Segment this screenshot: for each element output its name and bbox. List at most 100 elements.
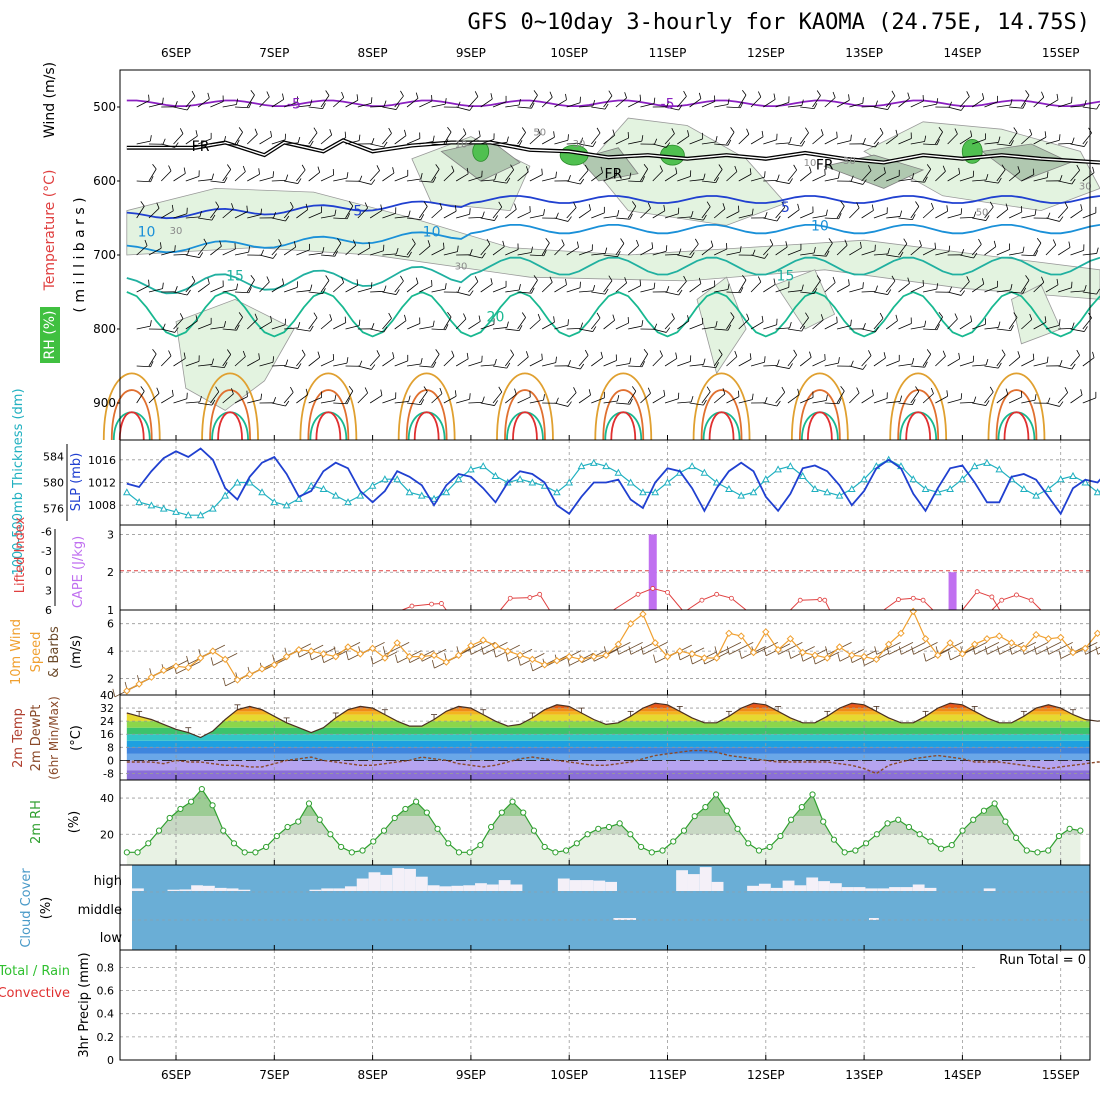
- wind-barb-feather: [899, 210, 903, 217]
- wind-barb: [517, 171, 529, 182]
- wind-barb: [148, 247, 162, 256]
- thickness-marker: [405, 488, 414, 496]
- wind-barb-feather: [647, 202, 651, 209]
- wind-barb-feather: [703, 358, 706, 365]
- wind-barb-feather: [420, 214, 425, 220]
- wind-barb-feather: [250, 90, 255, 96]
- wind-barb-feather: [883, 167, 886, 174]
- wind-speed-marker: [848, 651, 856, 659]
- rh-marker: [1077, 827, 1084, 834]
- thickness-marker: [835, 491, 844, 499]
- thickness-marker: [258, 488, 266, 496]
- wind-barb: [320, 95, 330, 108]
- wind-barb-feather: [1041, 276, 1045, 283]
- wind-barb: [320, 280, 330, 293]
- wind-barb-feather: [1071, 137, 1075, 144]
- rh-marker: [380, 827, 388, 834]
- wind-barb-feather: [998, 362, 1002, 369]
- wind-barb-feather: [1022, 287, 1027, 294]
- wind-barb-feather: [533, 90, 538, 96]
- wind-barb-feather: [388, 312, 392, 319]
- wind-barb-feather: [879, 312, 884, 319]
- wind-barb-feather: [341, 91, 345, 98]
- wind-barb-feather: [246, 390, 248, 397]
- wind-barb-feather: [764, 253, 769, 259]
- wind-barb-feather: [1071, 322, 1075, 329]
- wind-barb: [701, 246, 714, 256]
- wind-barb-feather: [370, 282, 373, 289]
- wind-barb: [234, 171, 246, 182]
- wind-barb-feather: [871, 204, 874, 211]
- rh-marker: [648, 849, 655, 856]
- wind-barb: [541, 321, 555, 330]
- lifted-index-marker: [910, 595, 916, 601]
- wind-barb: [431, 328, 446, 331]
- wind-barb-feather: [751, 393, 754, 400]
- wind-barb-feather: [474, 91, 479, 97]
- wind-barb: [799, 357, 812, 367]
- x-tick-label-bottom: 8SEP: [357, 1068, 388, 1082]
- lifted-index-marker: [507, 595, 513, 601]
- wind-barb: [1008, 317, 1018, 330]
- wind-barb-feather: [1096, 103, 1100, 110]
- wind-barb-feather: [924, 361, 928, 368]
- wind-barb-feather: [620, 238, 625, 244]
- wind-barb: [652, 328, 667, 333]
- y-tick-label: 2: [107, 673, 114, 686]
- wind-barb: [627, 100, 641, 108]
- wind-barb: [431, 288, 446, 293]
- warm-isotherm: [504, 389, 546, 441]
- wind-barb-feather: [946, 205, 949, 212]
- wind-barb-feather: [368, 241, 371, 248]
- wind-barb-feather: [309, 284, 313, 291]
- wind-barb-10m-feather: [481, 646, 484, 655]
- wind-barb: [234, 132, 243, 145]
- wind-barb-feather: [998, 177, 1002, 184]
- wind-barb: [984, 286, 998, 293]
- wind-barb: [284, 365, 298, 369]
- wind-barb: [320, 215, 335, 219]
- wind-speed-marker: [1056, 633, 1065, 642]
- x-tick-label-bottom: 15SEP: [1041, 1068, 1080, 1082]
- wind-speed-marker: [602, 651, 610, 659]
- wind-barb: [750, 254, 765, 259]
- wind-barb-feather: [663, 389, 666, 396]
- wind-speed-marker: [172, 662, 180, 670]
- wind-speed-marker: [516, 651, 524, 659]
- precip-conv-label: Convective: [0, 986, 70, 1001]
- wind-barb-feather: [186, 104, 191, 111]
- wind-barb: [259, 321, 272, 330]
- wind-barb: [763, 99, 776, 108]
- cloud-background: [132, 865, 1090, 950]
- wind-barb: [566, 287, 581, 293]
- wind-barb: [566, 207, 577, 219]
- wind-barb: [873, 291, 888, 295]
- wind-barb: [849, 207, 860, 219]
- warm-isotherm: [512, 411, 538, 441]
- wind-barb: [1021, 399, 1036, 404]
- wind-barb: [173, 253, 188, 256]
- wind-barb-feather: [899, 395, 903, 402]
- y-tick-label: 16: [100, 728, 114, 741]
- wind-barb: [357, 102, 372, 108]
- wind-barb-feather: [463, 128, 467, 135]
- wind-barb-feather: [207, 277, 210, 284]
- wind-barb: [861, 250, 876, 256]
- wind-barb: [603, 360, 617, 367]
- wind-barb-feather: [629, 213, 633, 220]
- wind-barb: [996, 328, 1011, 332]
- wind-barb-feather: [211, 358, 214, 365]
- rh-contour-area: [175, 298, 295, 411]
- slp-tick-label: 1012: [88, 477, 116, 490]
- rh-marker: [145, 840, 152, 847]
- wind-barb-feather: [985, 359, 989, 366]
- wind-barb-feather: [1047, 212, 1051, 219]
- precip-unit-label: 3hr Precip (mm): [77, 952, 92, 1057]
- wind-barb-feather: [862, 179, 867, 185]
- wind-barb-feather: [773, 93, 776, 100]
- wind-barb-feather: [1025, 90, 1030, 96]
- rh-marker: [670, 838, 677, 845]
- thickness-marker: [196, 511, 205, 519]
- wind-barb: [185, 320, 198, 330]
- wind-barb: [910, 391, 920, 404]
